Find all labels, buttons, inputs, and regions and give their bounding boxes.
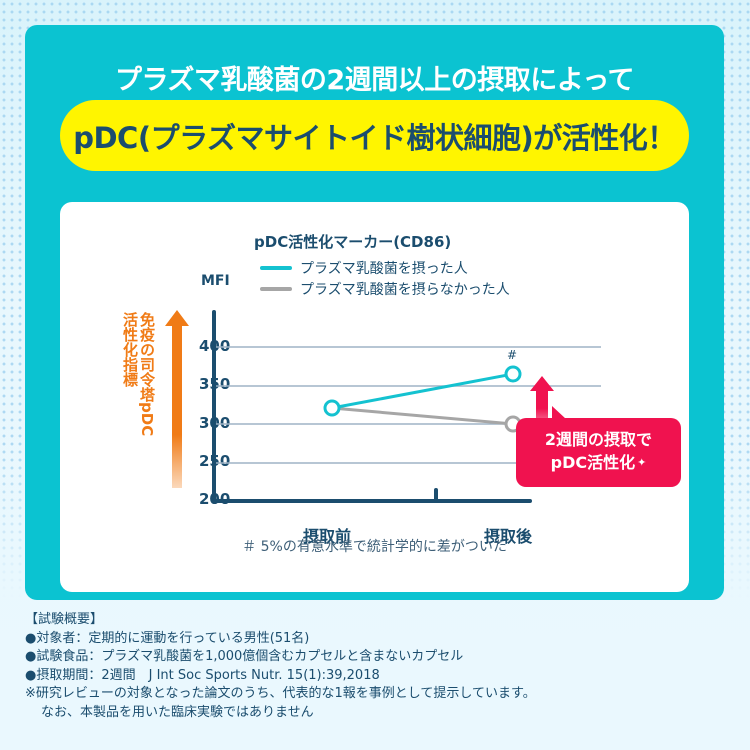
legend-label: プラズマ乳酸菌を摂らなかった人 [300,282,510,298]
x-label-before: 摂取前 [303,527,352,546]
study-notes: 【試験概要】 ●対象者：定期的に運動を行っている男性(51名) ●試験食品：プラ… [25,611,536,722]
callout-line-2: pDC活性化 [550,453,636,472]
legend-item-not-taken: プラズマ乳酸菌を摂らなかった人 [260,279,510,299]
callout-line-1: 2週間の摂取で [544,430,653,449]
note-line: ●摂取期間：2週間 J Int Soc Sports Nutr. 15(1):3… [25,667,380,683]
highlight-pill: pDC(プラズマサイトイド樹状細胞)が活性化！ [60,100,689,171]
pill-text: pDC(プラズマサイトイド樹状細胞)が活性化！ [73,120,676,155]
main-panel: プラズマ乳酸菌の2週間以上の摂取によって pDC(プラズマサイトイド樹状細胞)が… [25,25,724,600]
significance-footnote: ＃ 5%の有意水準で統計学的に差がついた [242,539,507,555]
legend-line-teal-icon [260,266,292,270]
y-axis-unit: MFI [201,273,230,289]
note-line: ●対象者：定期的に運動を行っている男性(51名) [25,630,310,646]
red-up-arrow-icon [530,376,554,430]
legend-item-taken: プラズマ乳酸菌を摂った人 [260,258,468,278]
chart-card: pDC活性化マーカー(CD86) プラズマ乳酸菌を摂った人 プラズマ乳酸菌を摂ら… [60,202,689,592]
chart-title: pDC活性化マーカー(CD86) [254,233,452,251]
callout-bubble: 2週間の摂取で pDC活性化 ✦ [516,406,681,487]
notes-heading: 【試験概要】 [25,612,104,627]
legend-label: プラズマ乳酸菌を摂った人 [300,261,468,277]
sparkle-icon: ✦ [637,456,647,469]
side-label-index: 活性化指標 [121,312,139,387]
legend-line-gray-icon [260,287,292,291]
side-label-pdc: 免疫の司令塔pDC [138,312,156,437]
significance-mark: # [507,348,518,362]
note-line: ●試験食品：プラズマ乳酸菌を1,000億個含むカプセルと含まないカプセル [25,649,464,664]
note-line: なお、本製品を用いた臨床実験ではありません [41,704,314,720]
up-arrow-icon [165,310,189,488]
note-line: ※研究レビューの対象となった論文のうち、代表的な1報を事例として提示しています。 [25,686,536,701]
x-label-after: 摂取後 [484,527,533,546]
headline: プラズマ乳酸菌の2週間以上の摂取によって [114,65,635,96]
